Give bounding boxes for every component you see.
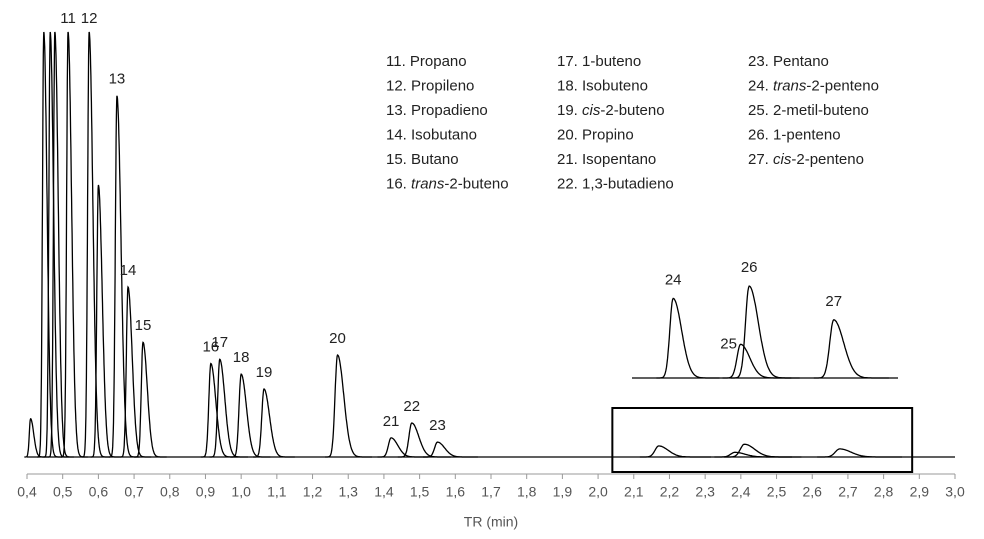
legend-entry: 18. Isobuteno <box>557 77 648 94</box>
peak <box>639 445 711 458</box>
peak <box>200 362 239 458</box>
legend-entry: 20. Propino <box>557 126 634 143</box>
x-tick-label: 3,0 <box>945 484 965 500</box>
legend-entry: 16. trans-2-buteno <box>386 175 509 192</box>
x-tick-label: 0,5 <box>53 484 73 500</box>
legend-entry: 11. Propano <box>386 53 467 70</box>
x-tick-label: 1,2 <box>303 484 323 500</box>
peak-label: 15 <box>135 317 152 334</box>
x-tick-label: 1,5 <box>410 484 430 500</box>
x-tick-label: 2,9 <box>910 484 930 500</box>
inset-box <box>611 407 914 473</box>
peak <box>423 441 478 458</box>
legend-entry: 19. cis-2-buteno <box>557 102 665 119</box>
legend-entry: 17. 1-buteno <box>557 53 641 70</box>
peak <box>209 358 248 458</box>
legend-entry: 15. Butano <box>386 151 459 168</box>
x-tick-label: 1,0 <box>231 484 251 500</box>
peak-label: 14 <box>120 262 137 279</box>
legend-entry: 13. Propadieno <box>386 102 488 119</box>
x-tick-label: 1,6 <box>446 484 466 500</box>
peak <box>24 418 49 458</box>
x-tick-label: 2,3 <box>695 484 715 500</box>
peak-label: 12 <box>81 10 98 27</box>
peak-label: 11 <box>60 10 76 27</box>
peak-label: 16 <box>202 338 219 355</box>
legend-entry: 12. Propileno <box>386 77 474 94</box>
peak-label: 21 <box>383 413 400 430</box>
x-tick-label: 1,4 <box>374 484 394 500</box>
x-tick-label: 1,7 <box>481 484 501 500</box>
x-tick-label: 2,5 <box>767 484 787 500</box>
x-axis-title: TR (min) <box>464 514 518 530</box>
inset-peak <box>730 285 800 379</box>
peak <box>48 31 74 458</box>
peak <box>43 31 69 458</box>
peak <box>325 354 372 458</box>
peak-label: 22 <box>403 398 420 415</box>
legend-entry: 27. cis-2-penteno <box>748 151 864 168</box>
inset-peak <box>656 297 720 379</box>
peak-label: 23 <box>429 417 446 434</box>
peak <box>714 451 792 458</box>
x-tick-label: 2,8 <box>874 484 894 500</box>
peak <box>230 373 271 458</box>
peak <box>817 448 902 458</box>
x-tick-label: 0,9 <box>196 484 216 500</box>
legend-entry: 14. Isobutano <box>386 126 477 143</box>
x-tick-label: 2,7 <box>838 484 858 500</box>
x-tick-label: 1,3 <box>338 484 358 500</box>
peak-label: 17 <box>211 334 228 351</box>
legend-entry: 25. 2-metil-buteno <box>748 102 869 119</box>
peak-label: 27 <box>825 293 842 310</box>
legend-entry: 21. Isopentano <box>557 151 656 168</box>
legend-entry: 22. 1,3-butadieno <box>557 175 674 192</box>
peak <box>377 437 429 458</box>
x-tick-label: 2,2 <box>660 484 680 500</box>
x-tick-label: 1,9 <box>553 484 573 500</box>
peak-label: 24 <box>665 271 682 288</box>
peak <box>253 388 295 458</box>
peak <box>119 285 152 458</box>
x-tick-label: 0,7 <box>124 484 144 500</box>
legend-entry: 26. 1-penteno <box>748 126 841 143</box>
x-tick-label: 1,8 <box>517 484 537 500</box>
legend-entry: 24. trans-2-penteno <box>748 77 879 94</box>
x-tick-label: 2,4 <box>731 484 751 500</box>
peak-label: 25 <box>720 335 737 352</box>
peak <box>134 341 167 458</box>
peak <box>723 443 802 458</box>
peak-label: 18 <box>233 349 250 366</box>
peak <box>90 184 120 458</box>
x-tick-label: 2,0 <box>588 484 608 500</box>
peak <box>397 422 451 458</box>
inset-peak <box>813 319 889 379</box>
peak-label: 20 <box>329 330 346 347</box>
x-tick-label: 0,8 <box>160 484 180 500</box>
x-tick-label: 2,1 <box>624 484 644 500</box>
peak-label: 13 <box>109 71 126 88</box>
x-tick-label: 2,6 <box>802 484 822 500</box>
legend-entry: 23. Pentano <box>748 53 829 70</box>
peak <box>61 31 88 458</box>
x-tick-label: 1,1 <box>267 484 287 500</box>
peak-label: 19 <box>256 364 273 381</box>
peak-label: 26 <box>741 259 758 276</box>
peak <box>37 31 63 458</box>
x-tick-label: 0,6 <box>89 484 109 500</box>
x-tick-label: 0,4 <box>17 484 37 500</box>
